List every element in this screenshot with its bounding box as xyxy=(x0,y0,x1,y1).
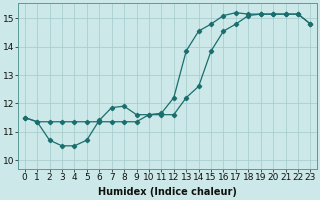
X-axis label: Humidex (Indice chaleur): Humidex (Indice chaleur) xyxy=(98,187,237,197)
